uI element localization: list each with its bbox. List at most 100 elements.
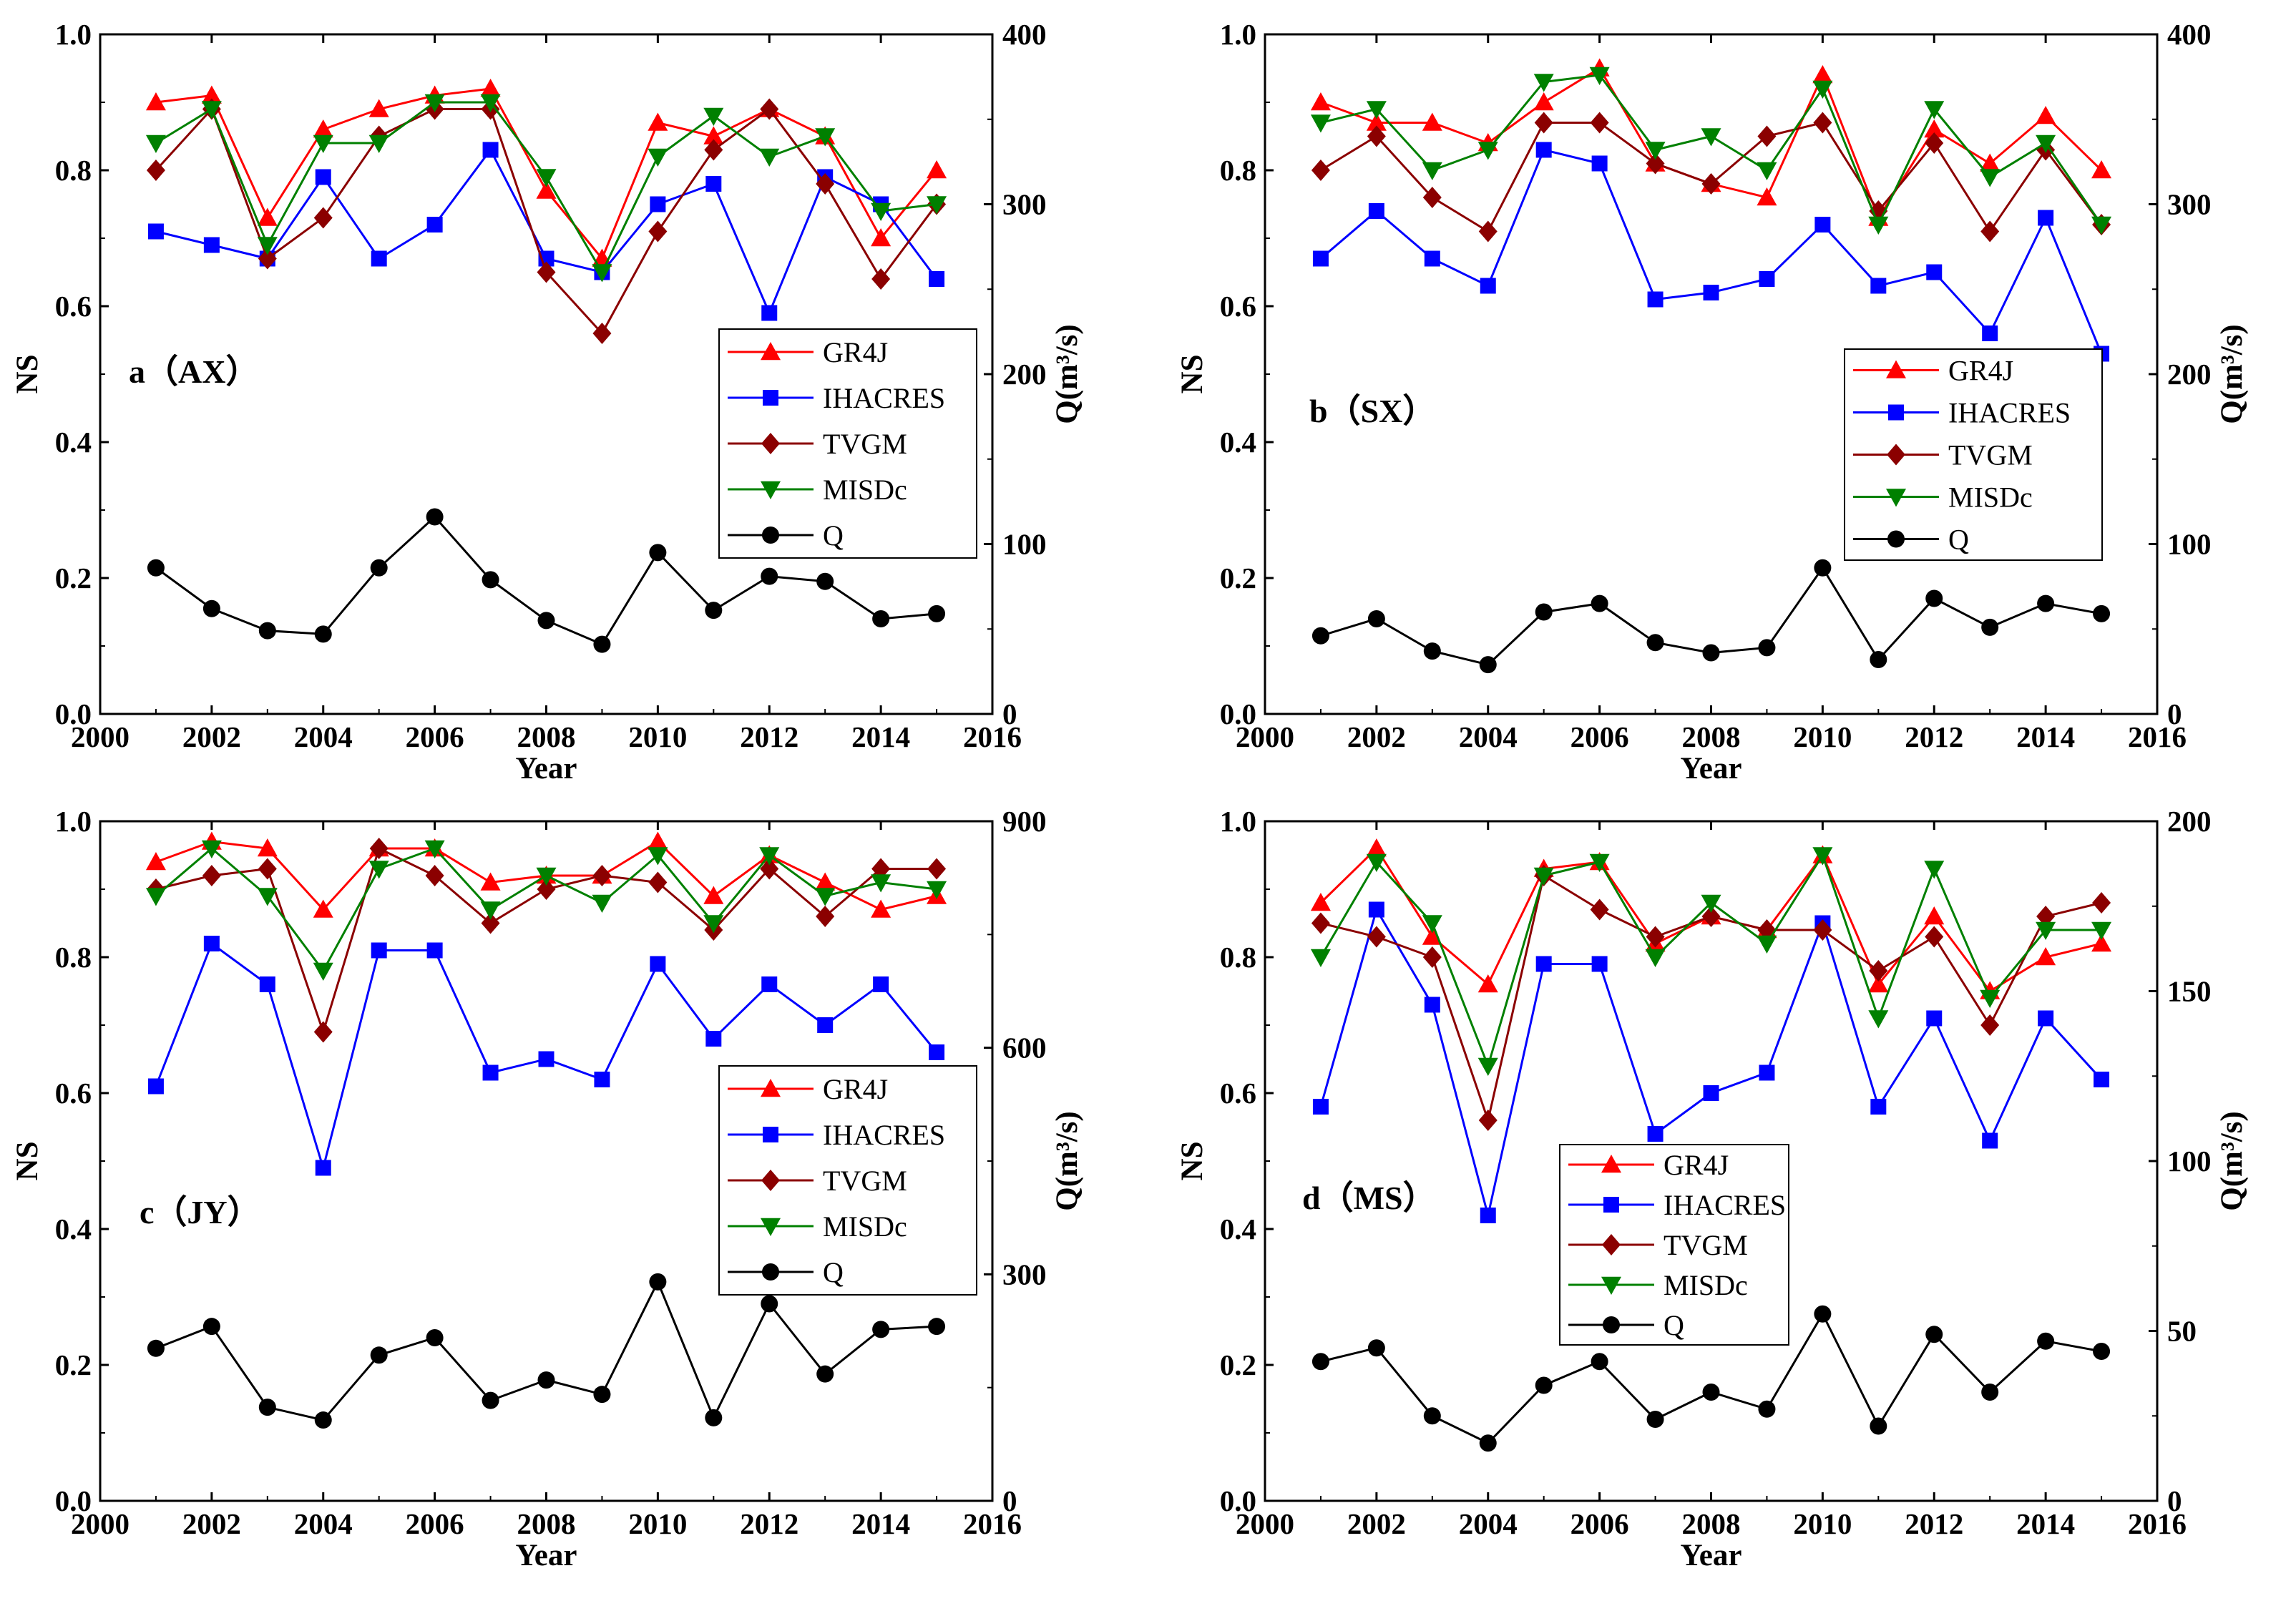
point-ihacres <box>1424 997 1440 1013</box>
x-tick-label: 2008 <box>1682 1507 1741 1540</box>
x-tick-label: 2010 <box>628 720 687 753</box>
point-ihacres <box>1647 291 1664 308</box>
point-gr4j <box>257 838 278 857</box>
point-ihacres <box>873 976 889 992</box>
x-tick-label: 2016 <box>963 1507 1022 1540</box>
point-tvgm <box>648 871 668 893</box>
point-tvgm <box>425 865 444 886</box>
y-tick-label: 0.8 <box>1220 941 1256 974</box>
point-tvgm <box>537 878 556 900</box>
x-tick-label: 2010 <box>628 1507 687 1540</box>
x-axis-label: Year <box>516 752 577 785</box>
y2-tick-label: 300 <box>2167 188 2212 221</box>
point-gr4j <box>1422 112 1442 131</box>
point-gr4j <box>1533 92 1554 111</box>
point-gr4j <box>2091 934 2112 952</box>
point-gr4j <box>927 160 947 179</box>
y2-tick-label: 0 <box>1002 697 1017 730</box>
point-misdc <box>1589 67 1610 85</box>
point-gr4j <box>1366 112 1387 131</box>
point-misdc <box>313 134 333 153</box>
legend-marker <box>761 1218 781 1236</box>
point-ihacres <box>2094 1072 2110 1087</box>
panel-label: a（AX） <box>129 353 258 390</box>
x-tick-label: 2016 <box>2128 1507 2187 1540</box>
point-ihacres <box>426 942 443 959</box>
point-ihacres <box>1424 250 1440 267</box>
y-tick-label: 0.6 <box>55 1077 92 1110</box>
legend-marker <box>1603 1197 1619 1213</box>
point-ihacres <box>259 976 275 992</box>
legend-label: Q <box>1664 1309 1684 1341</box>
point-q <box>1591 1353 1608 1371</box>
point-q <box>426 1329 444 1346</box>
legend-label: MISDc <box>823 474 907 506</box>
point-misdc <box>1422 162 1442 180</box>
point-gr4j <box>815 872 836 891</box>
panel-a-ax: 2000 2002 2004 2006 2008 2010 2012 2014 20160.00… <box>11 18 1084 785</box>
point-misdc <box>1868 1010 1889 1029</box>
point-ihacres <box>705 176 722 192</box>
point-ihacres <box>1591 155 1608 172</box>
point-ihacres <box>1982 1132 1998 1149</box>
point-misdc <box>1701 894 1721 913</box>
x-tick-label: 2014 <box>851 1507 910 1540</box>
point-gr4j <box>1812 65 1833 84</box>
point-tvgm <box>871 858 891 880</box>
y-tick-label: 1.0 <box>1220 805 1256 838</box>
point-misdc <box>703 915 724 934</box>
point-tvgm <box>1534 112 1553 134</box>
y-tick-label: 0.0 <box>1220 1484 1256 1517</box>
y2-tick-label: 200 <box>1002 358 1047 391</box>
y-tick-label: 1.0 <box>55 18 92 51</box>
point-tvgm <box>1311 912 1330 934</box>
point-misdc <box>1533 74 1554 92</box>
point-misdc <box>201 840 222 858</box>
point-q <box>202 1318 220 1336</box>
y-axis-label: NS <box>11 355 44 394</box>
point-misdc <box>871 874 891 893</box>
legend-marker <box>1601 1276 1621 1295</box>
point-misdc <box>480 901 501 920</box>
point-ihacres <box>761 305 778 321</box>
point-q <box>202 599 220 617</box>
point-gr4j <box>1868 974 1889 993</box>
y-tick-label: 0.0 <box>55 697 92 730</box>
point-misdc <box>1310 114 1331 133</box>
point-tvgm <box>1367 926 1386 948</box>
x-axis-label: Year <box>516 1539 577 1572</box>
y2-axis-label: Q(m³/s) <box>2215 324 2249 423</box>
x-tick-label: 2008 <box>517 720 576 753</box>
x-tick-label: 2010 <box>1793 1507 1852 1540</box>
legend-marker <box>762 1263 779 1281</box>
point-q <box>1311 627 1329 645</box>
point-tvgm <box>1646 926 1665 948</box>
point-q <box>1479 656 1497 674</box>
point-q <box>928 1318 946 1336</box>
point-tvgm <box>1813 112 1832 134</box>
point-misdc <box>2091 216 2112 235</box>
legend-label: GR4J <box>823 336 888 368</box>
point-q <box>649 544 667 562</box>
point-misdc <box>1757 935 1777 954</box>
point-tvgm <box>1980 220 2000 243</box>
legend-marker <box>1886 360 1906 378</box>
y-tick-label: 0.2 <box>55 562 92 594</box>
x-tick-label: 2002 <box>182 1507 241 1540</box>
legend-label: GR4J <box>1948 355 2013 387</box>
point-q <box>1423 642 1441 660</box>
y2-tick-label: 0 <box>1002 1484 1017 1517</box>
point-misdc <box>1757 162 1777 180</box>
point-gr4j <box>1366 838 1387 857</box>
legend-marker <box>762 527 779 544</box>
point-tvgm <box>816 173 835 195</box>
y2-axis-label: Q(m³/s) <box>2215 1111 2249 1210</box>
point-tvgm <box>1590 899 1609 921</box>
y-tick-label: 0.4 <box>55 1213 92 1245</box>
point-q <box>1591 594 1608 612</box>
point-ihacres <box>1312 250 1329 267</box>
y-tick-label: 0.4 <box>1220 426 1256 459</box>
point-gr4j <box>1310 893 1331 911</box>
point-q <box>1814 1305 1832 1323</box>
y2-tick-label: 0 <box>2167 697 2182 730</box>
